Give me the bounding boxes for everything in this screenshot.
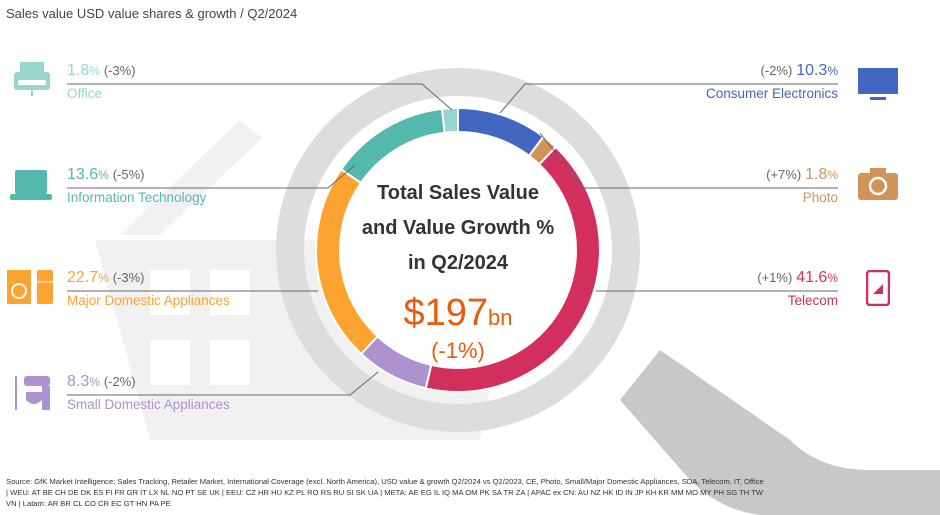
washer-fridge-icon — [7, 270, 53, 304]
total-growth: (-1%) — [431, 338, 485, 363]
label-consumer-electronics: (-2%) 10.3% Consumer Electronics — [706, 62, 838, 101]
growth-value: (-2%) — [103, 374, 136, 389]
mixer-icon — [15, 376, 50, 410]
category-name: Consumer Electronics — [705, 86, 838, 101]
share-value: 41.6% — [796, 269, 838, 286]
center-title-line3: in Q2/2024 — [407, 252, 509, 274]
laptop-icon — [10, 170, 52, 200]
label-small-domestic-appliances: 8.3% (-2%) Small Domestic Appliances — [67, 373, 230, 412]
donut-slice-office — [440, 106, 459, 134]
growth-value: (-3%) — [103, 63, 136, 78]
growth-value: (+1%) — [757, 270, 793, 285]
category-name: Office — [67, 86, 103, 101]
category-name: Information Technology — [67, 190, 207, 205]
share-value: 13.6% — [67, 166, 109, 183]
leader-photo — [539, 132, 838, 189]
smartphone-icon — [866, 270, 890, 306]
label-telecom: (+1%) 41.6% Telecom — [757, 269, 838, 308]
label-photo: (+7%) 1.8% Photo — [766, 166, 838, 205]
printer-icon — [14, 62, 50, 96]
magnifier-icon — [276, 68, 940, 515]
leader-lines — [67, 83, 838, 396]
category-name: Telecom — [787, 293, 838, 308]
center-title-line2: and Value Growth % — [361, 217, 555, 239]
growth-value: (-2%) — [760, 63, 793, 78]
category-name: Small Domestic Appliances — [67, 397, 230, 412]
category-name: Major Domestic Appliances — [67, 293, 230, 308]
growth-value: (+7%) — [766, 167, 802, 182]
label-major-domestic-appliances: 22.7% (-3%) Major Domestic Appliances — [67, 269, 230, 308]
leader-it — [67, 164, 356, 189]
total-value: $197bn — [403, 292, 513, 334]
share-value: 10.3% — [796, 62, 838, 79]
leader-sda — [67, 371, 379, 396]
share-value: 22.7% — [67, 269, 109, 286]
growth-value: (-3%) — [112, 270, 145, 285]
donut-chart — [315, 106, 601, 393]
share-value: 1.8% — [67, 62, 100, 79]
tv-icon — [858, 68, 898, 100]
leader-office — [67, 83, 453, 111]
share-value: 1.8% — [805, 166, 838, 183]
share-value: 8.3% — [67, 373, 100, 390]
label-information-technology: 13.6% (-5%) Information Technology — [67, 166, 206, 205]
camera-icon — [858, 168, 898, 200]
category-name: Photo — [802, 190, 838, 205]
source-note: Source: GfK Market Intelligence: Sales T… — [6, 477, 764, 508]
label-office: 1.8% (-3%) Office — [67, 62, 136, 101]
donut-center-label: Total Sales Value and Value Growth % in … — [348, 176, 568, 364]
page-title: Sales value USD value shares & growth / … — [6, 6, 298, 21]
growth-value: (-5%) — [112, 167, 145, 182]
center-title-line1: Total Sales Value — [377, 182, 539, 204]
leader-ce — [499, 83, 838, 114]
